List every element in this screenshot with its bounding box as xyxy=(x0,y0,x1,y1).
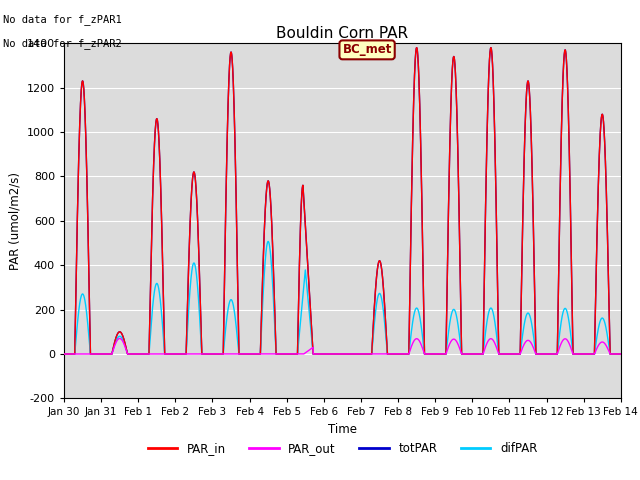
Legend: PAR_in, PAR_out, totPAR, difPAR: PAR_in, PAR_out, totPAR, difPAR xyxy=(143,438,542,460)
Y-axis label: PAR (umol/m2/s): PAR (umol/m2/s) xyxy=(8,172,21,270)
X-axis label: Time: Time xyxy=(328,423,357,436)
Text: No data for f_zPAR2: No data for f_zPAR2 xyxy=(3,38,122,49)
Title: Bouldin Corn PAR: Bouldin Corn PAR xyxy=(276,25,408,41)
Text: BC_met: BC_met xyxy=(342,43,392,56)
Text: No data for f_zPAR1: No data for f_zPAR1 xyxy=(3,14,122,25)
